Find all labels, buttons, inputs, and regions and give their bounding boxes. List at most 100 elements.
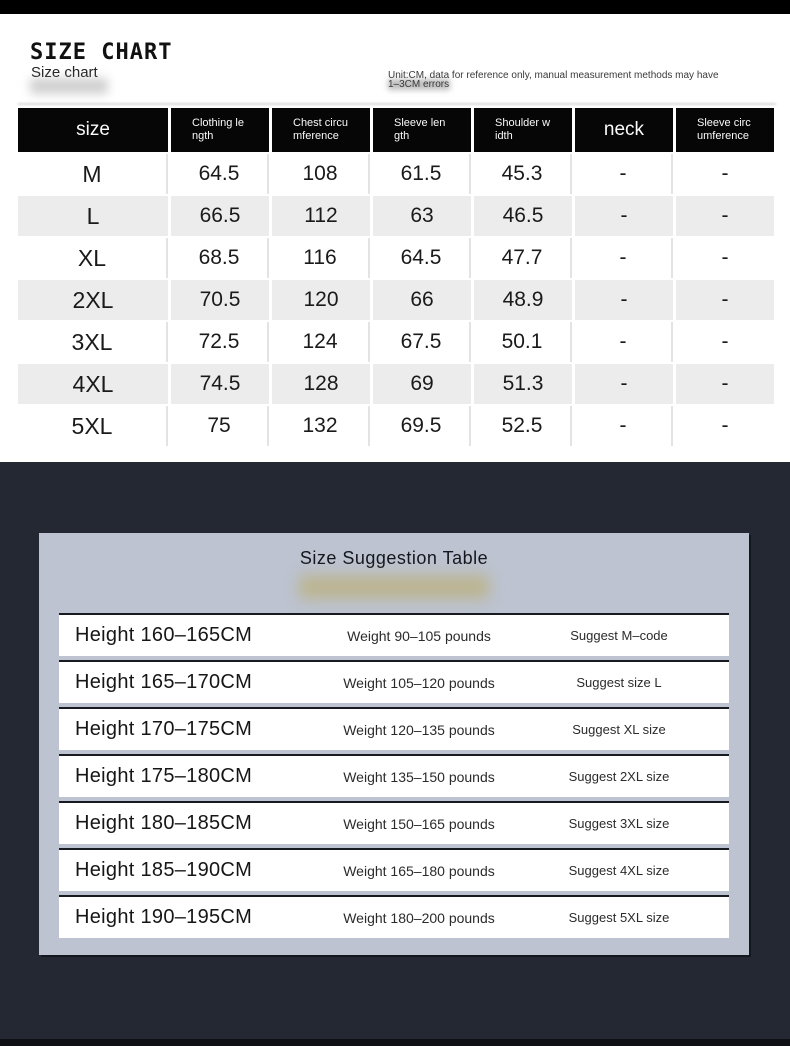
size-suggestion: Suggest 5XL size	[568, 910, 670, 925]
weight-range: Weight 135–150 pounds	[343, 768, 495, 785]
header-cell-clothing-length: Clothing length	[171, 108, 269, 152]
value-cell: 48.9	[474, 280, 572, 320]
page-title: SIZE CHART	[30, 40, 173, 65]
size-table-row-5xl: 5XL 75 132 69.5 52.5 - -	[18, 406, 774, 446]
value-cell: 50.1	[474, 322, 572, 362]
size-table-row-3xl: 3XL 72.5 124 67.5 50.1 - -	[18, 322, 774, 362]
suggestion-row: Height 160–165CM Weight 90–105 pounds Su…	[59, 613, 729, 656]
size-suggestion: Suggest size L	[576, 675, 662, 690]
suggestion-row: Height 165–170CM Weight 105–120 pounds S…	[59, 660, 729, 703]
value-cell: 66	[373, 280, 471, 320]
header-cell-size: size	[18, 108, 168, 152]
size-table-header-row: size Clothing length Chest circumference…	[18, 108, 774, 152]
size-suggestion: Suggest XL size	[572, 722, 666, 737]
value-cell: -	[676, 406, 774, 446]
value-cell: 68.5	[171, 238, 269, 278]
height-range: Height 165–170CM	[75, 671, 253, 693]
height-range: Height 190–195CM	[75, 906, 253, 928]
value-cell: -	[575, 154, 673, 194]
value-cell: 70.5	[171, 280, 269, 320]
size-suggestion: Suggest 3XL size	[568, 816, 670, 831]
value-cell: -	[676, 154, 774, 194]
page-subtitle: Size chart	[31, 64, 98, 81]
value-cell: 51.3	[474, 364, 572, 404]
weight-range: Weight 165–180 pounds	[343, 862, 495, 879]
value-cell: 47.7	[474, 238, 572, 278]
size-table-row-4xl: 4XL 74.5 128 69 51.3 - -	[18, 364, 774, 404]
size-suggestion: Suggest 2XL size	[568, 769, 670, 784]
value-cell: 116	[272, 238, 370, 278]
size-table: size Clothing length Chest circumference…	[18, 108, 774, 446]
value-cell: 74.5	[171, 364, 269, 404]
header-cell-sleeve-circumference: Sleeve circumference	[676, 108, 774, 152]
header-cell-chest-circumference: Chest circumference	[272, 108, 370, 152]
value-cell: -	[676, 322, 774, 362]
value-cell: 52.5	[474, 406, 572, 446]
value-cell: 112	[272, 196, 370, 236]
weight-range: Weight 150–165 pounds	[343, 815, 495, 832]
size-suggestion: Suggest M–code	[570, 628, 668, 643]
value-cell: 69.5	[373, 406, 471, 446]
value-cell: 120	[272, 280, 370, 320]
size-cell: 2XL	[18, 280, 168, 320]
value-cell: 72.5	[171, 322, 269, 362]
size-cell: 3XL	[18, 322, 168, 362]
value-cell: -	[676, 196, 774, 236]
suggestion-table-title: Size Suggestion Table	[299, 548, 489, 568]
size-cell: M	[18, 154, 168, 194]
value-cell: 69	[373, 364, 471, 404]
watermark-line	[18, 103, 776, 105]
value-cell: -	[575, 238, 673, 278]
value-cell: 45.3	[474, 154, 572, 194]
value-cell: 64.5	[171, 154, 269, 194]
weight-range: Weight 180–200 pounds	[343, 909, 495, 926]
value-cell: 108	[272, 154, 370, 194]
value-cell: 63	[373, 196, 471, 236]
value-cell: -	[575, 364, 673, 404]
value-cell: 67.5	[373, 322, 471, 362]
weight-range: Weight 90–105 pounds	[347, 627, 491, 644]
height-range: Height 185–190CM	[75, 859, 253, 881]
watermark-blur	[388, 79, 450, 90]
size-suggestion: Suggest 4XL size	[568, 863, 670, 878]
measurement-note-line1: Unit:CM, data for reference only, manual…	[388, 70, 719, 81]
value-cell: -	[676, 238, 774, 278]
value-cell: -	[575, 322, 673, 362]
value-cell: -	[575, 406, 673, 446]
measurement-note-line2: 1–3CM errors	[388, 79, 450, 90]
size-cell: 4XL	[18, 364, 168, 404]
header-cell-shoulder-width: Shoulder width	[474, 108, 572, 152]
measurement-note: Unit:CM, data for reference only, manual…	[388, 70, 758, 90]
height-range: Height 170–175CM	[75, 718, 253, 740]
watermark-blur	[30, 78, 108, 94]
suggestion-row: Height 170–175CM Weight 120–135 pounds S…	[59, 707, 729, 750]
dark-section: Size Suggestion Table Height 160–165CM W…	[0, 462, 790, 1046]
watermark-blur	[299, 575, 489, 599]
size-table-row-l: L 66.5 112 63 46.5 - -	[18, 196, 774, 236]
size-table-row-m: M 64.5 108 61.5 45.3 - -	[18, 154, 774, 194]
height-range: Height 175–180CM	[75, 765, 253, 787]
size-table-row-xl: XL 68.5 116 64.5 47.7 - -	[18, 238, 774, 278]
value-cell: 64.5	[373, 238, 471, 278]
size-cell: XL	[18, 238, 168, 278]
suggestion-row: Height 185–190CM Weight 165–180 pounds S…	[59, 848, 729, 891]
height-range: Height 160–165CM	[75, 624, 253, 646]
size-table-row-2xl: 2XL 70.5 120 66 48.9 - -	[18, 280, 774, 320]
value-cell: -	[676, 364, 774, 404]
size-suggestion-panel: Size Suggestion Table Height 160–165CM W…	[39, 533, 749, 955]
value-cell: -	[575, 280, 673, 320]
value-cell: 46.5	[474, 196, 572, 236]
suggestion-row: Height 190–195CM Weight 180–200 pounds S…	[59, 895, 729, 938]
value-cell: -	[575, 196, 673, 236]
value-cell: 128	[272, 364, 370, 404]
suggestion-row: Height 180–185CM Weight 150–165 pounds S…	[59, 801, 729, 844]
header-cell-neck: neck	[575, 108, 673, 152]
value-cell: 61.5	[373, 154, 471, 194]
suggestion-row: Height 175–180CM Weight 135–150 pounds S…	[59, 754, 729, 797]
value-cell: 66.5	[171, 196, 269, 236]
value-cell: 75	[171, 406, 269, 446]
value-cell: -	[676, 280, 774, 320]
bottom-black-bar	[0, 1039, 790, 1046]
suggestion-rows: Height 160–165CM Weight 90–105 pounds Su…	[59, 613, 729, 938]
